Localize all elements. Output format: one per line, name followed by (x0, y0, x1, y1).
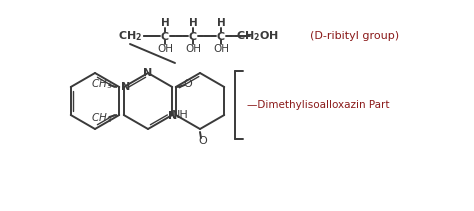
Text: N: N (168, 111, 177, 121)
Text: O: O (199, 136, 207, 146)
Text: $\mathbf{C}$: $\mathbf{C}$ (160, 30, 170, 42)
Text: OH: OH (185, 44, 201, 54)
Text: —Dimethylisoalloxazin Part: —Dimethylisoalloxazin Part (247, 100, 390, 110)
Text: $CH_3$: $CH_3$ (91, 111, 112, 125)
Text: $\mathbf{C}$: $\mathbf{C}$ (216, 30, 226, 42)
Text: N: N (121, 82, 130, 92)
Text: $CH_3$: $CH_3$ (91, 77, 112, 91)
Text: OH: OH (213, 44, 229, 54)
Text: OH: OH (157, 44, 173, 54)
Text: O: O (183, 79, 192, 89)
Text: H: H (217, 18, 225, 28)
Text: (D-ribityl group): (D-ribityl group) (310, 31, 399, 41)
Text: $\mathbf{CH_2OH}$: $\mathbf{CH_2OH}$ (237, 29, 280, 43)
Text: $\mathbf{C}$: $\mathbf{C}$ (188, 30, 198, 42)
Text: N: N (143, 68, 153, 78)
Text: H: H (189, 18, 197, 28)
Text: NH: NH (172, 110, 188, 120)
Text: $\mathbf{CH_2}$: $\mathbf{CH_2}$ (118, 29, 142, 43)
Text: H: H (161, 18, 169, 28)
